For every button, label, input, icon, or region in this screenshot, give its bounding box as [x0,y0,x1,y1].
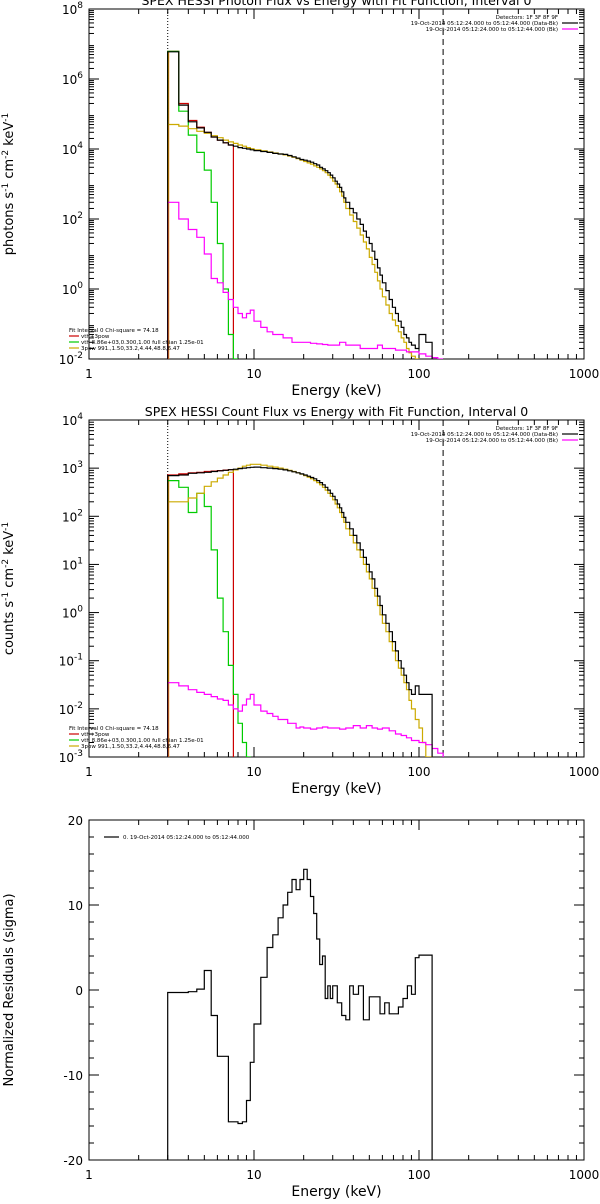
x-axis-label: Energy (keV) [291,781,381,797]
y-axis-label: photons s-1 cm-2 keV-1 [1,113,17,255]
series-line [167,50,238,359]
x-axis-label: Energy (keV) [291,1184,381,1200]
x-axis-label: Energy (keV) [291,383,381,399]
legend-entry: vth 8.86e+03,0.300,1.00 full chian 1.25e… [81,340,204,346]
panel-count_flux: SPEX HESSI Count Flux vs Energy with Fit… [1,404,599,797]
legend-entry: 19-Oct-2014 05:12:24.000 to 05:12:44.000… [426,27,558,33]
x-tick-label: 1 [85,1168,93,1182]
series-line [167,682,444,757]
y-tick-label: 108 [62,1,83,17]
legend-entry: 19-Oct-2014 05:12:24.000 to 05:12:44.000… [411,432,558,438]
legend-entry: Detectors: 1F 3F 8F 9F [496,15,558,21]
legend-entry: vth 8.86e+03,0.300,1.00 full chian 1.25e… [81,738,204,744]
y-tick-label: 104 [62,141,83,157]
x-tick-label: 100 [408,765,431,779]
legend-entry: 19-Oct-2014 05:12:24.000 to 05:12:44.000… [426,438,558,444]
x-tick-label: 100 [408,1168,431,1182]
panel-photon_flux: SPEX HESSI Photon Flux vs Energy with Fi… [1,0,599,399]
legend-entry: 3pow 991.,1.50,33.2,4.44,48.8,6.47 [81,346,180,352]
x-tick-label: 10 [246,765,261,779]
legend-entry: vth+3pow [81,732,110,738]
panel-residuals: 1 10 100 1000 Energy (keV) -20 -10 0 10 20 Normali… [2,814,599,1200]
series-line [167,50,234,359]
x-tick-label: 1000 [569,1168,600,1182]
legend-entry: 19-Oct-2014 05:12:24.000 to 05:12:44.000… [411,21,558,27]
legend-entry: vth+3pow [81,334,110,340]
y-tick-label: 103 [62,460,83,476]
series-line [167,480,255,757]
legend-bottom: Fit Interval 0 Chi-square = 74.18vth+3po… [69,726,204,750]
y-tick-label: 104 [62,412,83,428]
x-tick-label: 10 [246,1168,261,1182]
x-tick-label: 1000 [569,367,600,381]
x-tick-label: 1 [85,765,93,779]
y-tick-label: 10-2 [59,701,83,717]
y-tick-label: 0 [75,984,83,998]
y-tick-label: 10 [68,899,83,913]
y-tick-label: 10-1 [59,653,83,669]
y-tick-label: 100 [62,281,83,297]
y-tick-label: -20 [63,1154,83,1168]
y-tick-label: 102 [62,508,83,524]
y-tick-label: 10-3 [59,749,83,765]
x-tick-label: 100 [408,367,431,381]
series-line [167,123,433,359]
legend-entry: 3pow 991.,1.50,33.2,4.44,48.8,6.47 [81,744,180,750]
y-tick-label: 102 [62,211,83,227]
y-tick-label: 100 [62,605,83,621]
plot-frame [88,8,585,360]
y-tick-label: 10-2 [59,351,83,367]
legend-entry: Fit Interval 0 Chi-square = 74.18 [69,328,159,334]
series-line [167,463,439,757]
y-tick-label: 101 [62,556,83,572]
chart-title: SPEX HESSI Count Flux vs Energy with Fit… [145,404,528,419]
series-line [167,51,433,359]
x-tick-label: 10 [246,367,261,381]
legend-bottom: Fit Interval 0 Chi-square = 74.18vth+3po… [69,328,204,352]
legend-entry: Detectors: 1F 3F 8F 9F [496,426,558,432]
legend-entry: 0. 19-Oct-2014 05:12:24.000 to 05:12:44.… [123,835,250,841]
x-tick-label: 1 [85,367,93,381]
series-line [167,466,433,757]
y-axis-label: Normalized Residuals (sigma) [2,893,17,1086]
plot-frame [88,419,585,758]
series-line [167,868,433,1160]
plot-frame [88,819,585,1161]
legend-entry: Fit Interval 0 Chi-square = 74.18 [69,726,159,732]
x-tick-label: 1000 [569,765,600,779]
series-line [167,201,444,359]
y-tick-label: 20 [68,814,83,828]
y-tick-label: -10 [63,1069,83,1083]
y-tick-label: 106 [62,71,83,87]
y-axis-label: counts s-1 cm-2 keV-1 [1,522,17,655]
chart-title: SPEX HESSI Photon Flux vs Energy with Fi… [142,0,532,8]
